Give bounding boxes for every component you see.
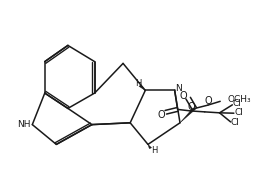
Text: Cl: Cl: [230, 118, 239, 127]
Polygon shape: [179, 108, 195, 123]
Text: N: N: [174, 84, 181, 93]
Text: O: O: [203, 96, 211, 106]
Polygon shape: [138, 85, 145, 90]
Polygon shape: [147, 144, 151, 149]
Text: O: O: [186, 102, 194, 112]
Text: H: H: [150, 146, 156, 155]
Text: NH: NH: [17, 120, 31, 129]
Text: O: O: [157, 109, 165, 120]
Text: Cl: Cl: [233, 108, 242, 117]
Text: H: H: [135, 79, 141, 88]
Text: Cl: Cl: [232, 99, 241, 108]
Text: OCH₃: OCH₃: [227, 95, 250, 104]
Text: O: O: [179, 91, 187, 101]
